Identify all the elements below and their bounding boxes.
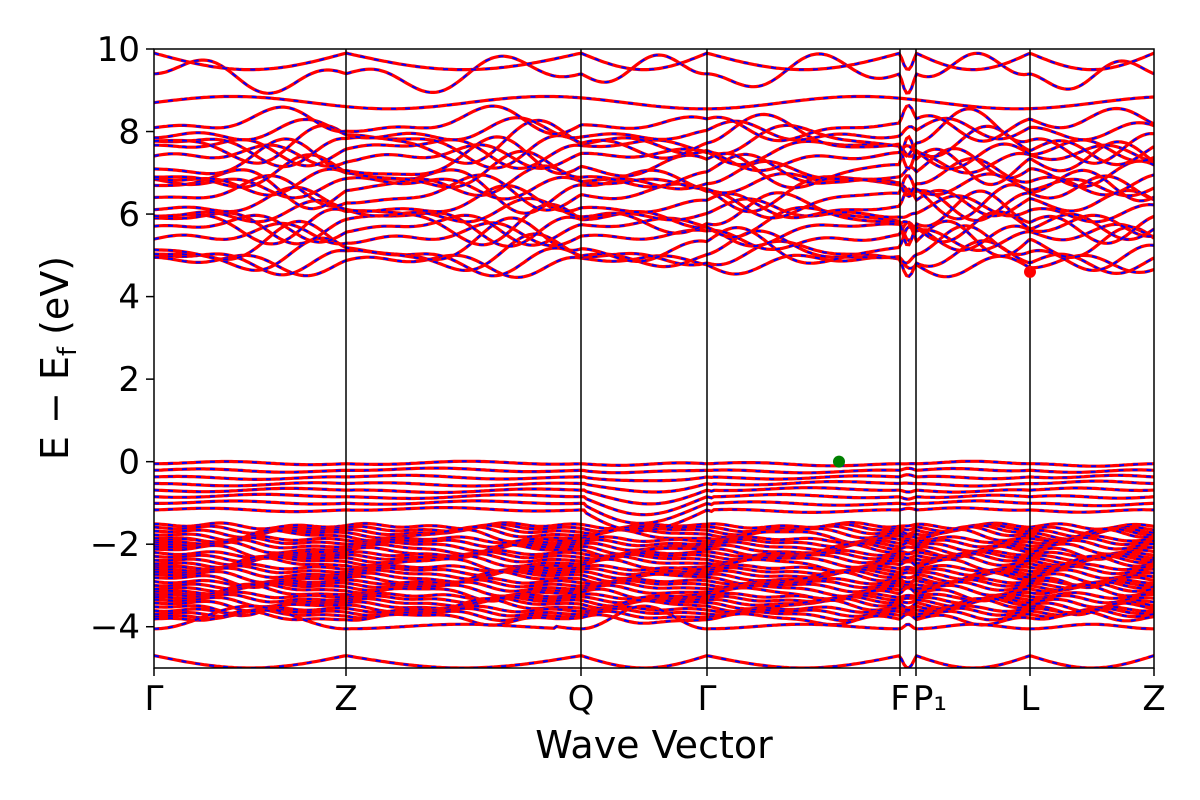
band-line-blue: [154, 143, 1154, 174]
band-line-blue: [154, 135, 1154, 189]
band-line-blue: [154, 221, 1154, 252]
band-line-blue: [154, 157, 1154, 197]
band-line-blue: [154, 605, 1154, 630]
band-line-blue: [154, 493, 1154, 516]
y-tick-label: 8: [118, 113, 140, 153]
x-axis-ticks: Γ Z Q Γ F P₁ L Z: [145, 668, 1166, 719]
band-line-blue: [154, 528, 1154, 545]
y-axis-label-main: E − E: [33, 356, 77, 460]
band-line-blue: [154, 554, 1154, 569]
x-tick-label: P₁: [913, 679, 947, 719]
band-line-blue: [154, 499, 1154, 525]
band-line-blue: [154, 607, 1154, 618]
vbm-marker: [833, 455, 845, 468]
y-axis-label-sub: f: [53, 346, 83, 356]
y-axis-ticks: −4 −2 0 2 4 6 8 10: [90, 30, 154, 648]
band-line-blue: [154, 172, 1154, 200]
band-line-red: [154, 479, 1154, 494]
band-line-blue: [154, 52, 1154, 95]
cbm-marker: [1024, 265, 1036, 278]
band-line-red: [154, 94, 1154, 111]
band-line-blue: [154, 581, 1154, 598]
x-tick-label: F: [890, 679, 910, 719]
band-line-red: [154, 459, 1154, 468]
x-axis-label: Wave Vector: [535, 723, 773, 767]
x-tick-label: Q: [568, 679, 595, 719]
band-line-red: [154, 473, 1154, 483]
band-line-red: [154, 168, 1154, 221]
high-symmetry-lines: [345, 49, 1031, 668]
band-line-red: [154, 604, 1154, 615]
band-line-red: [154, 183, 1154, 220]
band-line-blue: [154, 525, 1154, 542]
x-tick-label: Z: [334, 679, 357, 719]
x-tick-label: Z: [1142, 679, 1165, 719]
band-line-blue: [154, 552, 1154, 566]
y-tick-label: 10: [97, 30, 140, 70]
y-tick-label: 2: [118, 360, 140, 400]
band-extrema-markers: [833, 265, 1036, 468]
band-line-blue: [154, 138, 1154, 170]
x-tick-label: Γ: [698, 679, 717, 719]
band-line-red: [154, 534, 1154, 545]
band-line-blue: [154, 609, 1154, 627]
y-tick-label: 0: [118, 443, 140, 483]
band-line-blue: [154, 194, 1154, 223]
band-line-red: [154, 213, 1154, 252]
band-line-blue: [154, 173, 1154, 222]
band-line-blue: [154, 580, 1154, 593]
band-line-blue: [154, 543, 1154, 561]
y-tick-label: −4: [90, 608, 140, 648]
y-axis-label-tail: (eV): [33, 256, 77, 347]
x-tick-label: Γ: [145, 679, 164, 719]
x-tick-label: L: [1021, 679, 1040, 719]
y-tick-label: 6: [118, 195, 140, 235]
y-tick-label: 4: [118, 278, 140, 318]
band-line-blue: [154, 608, 1154, 622]
band-line-blue: [154, 190, 1154, 246]
band-line-red: [154, 103, 1154, 143]
plot-frame: [153, 48, 1155, 669]
band-line-blue: [154, 224, 1154, 272]
band-line-blue: [154, 506, 1154, 532]
band-line-red: [154, 486, 1154, 506]
band-line-blue: [154, 52, 1154, 71]
band-line-blue: [154, 124, 1154, 170]
band-line-blue: [154, 570, 1154, 589]
y-tick-label: −2: [90, 525, 140, 565]
band-line-blue: [154, 578, 1154, 591]
y-axis-label: E − Ef (eV): [33, 256, 83, 460]
band-line-red: [154, 548, 1154, 559]
band-line-red: [154, 466, 1154, 475]
band-lines: [154, 51, 1154, 668]
band-line-blue: [154, 597, 1154, 617]
band-line-blue: [154, 116, 1154, 141]
